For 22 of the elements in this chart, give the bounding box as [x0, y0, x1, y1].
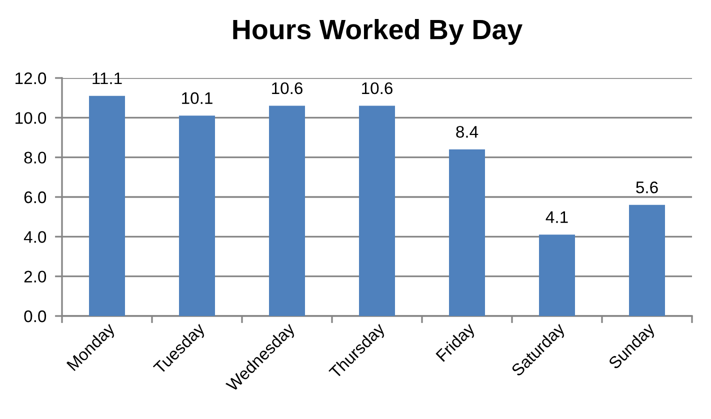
- bar: [629, 204, 665, 316]
- data-label: 10.1: [182, 92, 212, 104]
- y-tick-label: 0.0: [24, 310, 46, 322]
- bar: [269, 106, 305, 316]
- bar: [179, 116, 215, 316]
- data-label: 8.4: [456, 126, 478, 138]
- chart-title: Hours Worked By Day: [233, 18, 522, 45]
- data-label: 11.1: [92, 72, 122, 84]
- y-tick-label: 2.0: [24, 270, 46, 283]
- y-tick-label: 10.0: [16, 112, 46, 124]
- y-tick-label: 8.0: [24, 152, 46, 164]
- data-label: 5.6: [636, 182, 658, 194]
- data-label: 10.6: [362, 82, 392, 94]
- bar: [89, 96, 125, 316]
- bar: [359, 106, 395, 316]
- y-tick-label: 6.0: [24, 191, 46, 204]
- data-label: 4.1: [546, 211, 568, 223]
- bar: [539, 234, 575, 316]
- y-tick-label: 12.0: [16, 72, 46, 84]
- data-label: 10.6: [272, 82, 302, 94]
- bar: [449, 149, 485, 316]
- y-tick-label: 4.0: [24, 231, 46, 243]
